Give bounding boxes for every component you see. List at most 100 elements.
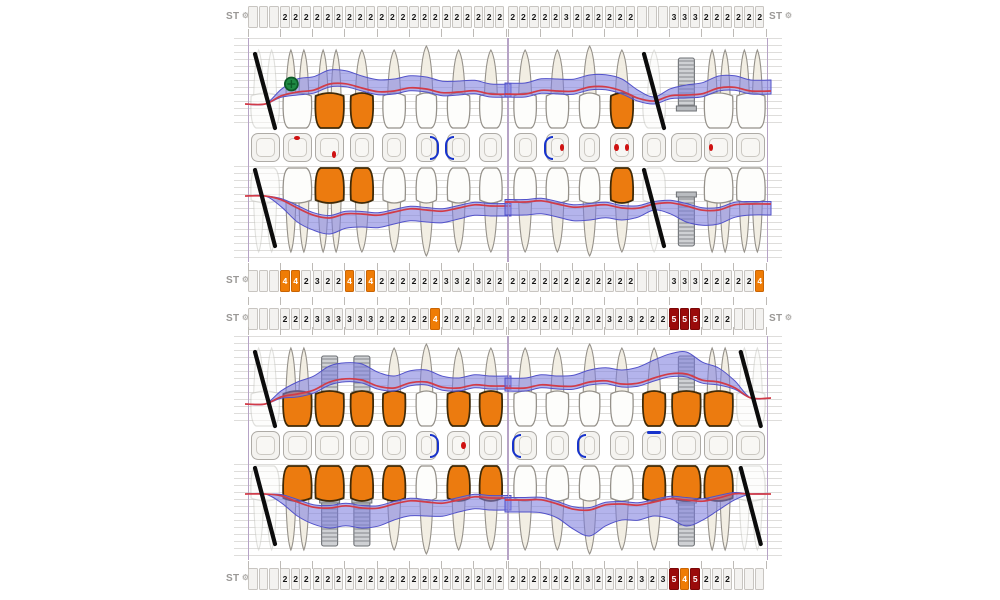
st-cell[interactable]: 2 bbox=[280, 6, 290, 28]
st-cell[interactable]: 3 bbox=[669, 270, 679, 292]
st-cell[interactable] bbox=[647, 6, 658, 28]
st-cell[interactable]: 2 bbox=[625, 270, 636, 292]
st-cell[interactable]: 4 bbox=[365, 270, 376, 292]
st-cell[interactable]: 3 bbox=[312, 270, 323, 292]
st-cell[interactable]: 2 bbox=[301, 6, 311, 28]
st-cell[interactable]: 2 bbox=[572, 308, 583, 330]
st-cell[interactable]: 2 bbox=[452, 6, 462, 28]
st-cell[interactable]: 3 bbox=[625, 308, 636, 330]
st-cell[interactable]: 2 bbox=[722, 6, 733, 28]
st-cell[interactable]: 2 bbox=[312, 6, 323, 28]
st-cell[interactable]: 2 bbox=[561, 568, 571, 590]
st-cell[interactable]: 3 bbox=[690, 6, 700, 28]
occlusal-surface[interactable] bbox=[670, 133, 702, 162]
st-cell[interactable]: 2 bbox=[712, 308, 722, 330]
st-cell[interactable]: 2 bbox=[550, 568, 561, 590]
st-cell[interactable]: 2 bbox=[280, 308, 290, 330]
st-cell[interactable]: 2 bbox=[484, 308, 494, 330]
st-cell[interactable] bbox=[269, 308, 279, 330]
st-cell[interactable]: 3 bbox=[679, 270, 690, 292]
st-cell[interactable]: 2 bbox=[647, 568, 658, 590]
st-cell[interactable]: 2 bbox=[518, 270, 529, 292]
st-cell[interactable]: 3 bbox=[604, 308, 615, 330]
st-cell[interactable]: 2 bbox=[572, 270, 583, 292]
st-cell[interactable]: 2 bbox=[529, 568, 539, 590]
st-cell[interactable]: 2 bbox=[733, 6, 744, 28]
st-cell[interactable]: 2 bbox=[583, 308, 593, 330]
st-cell[interactable]: 2 bbox=[333, 6, 344, 28]
st-cell[interactable]: 2 bbox=[604, 6, 615, 28]
st-cell[interactable]: 2 bbox=[387, 270, 398, 292]
st-cell[interactable]: 2 bbox=[377, 270, 387, 292]
st-cell[interactable]: 2 bbox=[398, 568, 408, 590]
st-cell[interactable]: 5 bbox=[669, 568, 679, 590]
st-cell[interactable]: 2 bbox=[722, 568, 733, 590]
st-cell[interactable]: 2 bbox=[550, 6, 561, 28]
st-cell[interactable]: 2 bbox=[701, 6, 712, 28]
occlusal-surface[interactable] bbox=[642, 430, 667, 460]
st-cell[interactable]: 2 bbox=[409, 270, 419, 292]
st-cell[interactable]: 4 bbox=[290, 270, 301, 292]
st-cell[interactable] bbox=[269, 568, 279, 590]
st-cell[interactable]: 2 bbox=[473, 308, 484, 330]
green-circle-marker[interactable] bbox=[283, 76, 299, 92]
st-cell[interactable]: 2 bbox=[365, 6, 376, 28]
occlusal-surface[interactable] bbox=[349, 133, 374, 162]
st-cell[interactable]: 2 bbox=[647, 308, 658, 330]
st-cell[interactable]: 2 bbox=[593, 270, 604, 292]
st-cell[interactable]: 2 bbox=[333, 568, 344, 590]
st-cell[interactable]: 2 bbox=[625, 6, 636, 28]
occlusal-surface[interactable] bbox=[282, 133, 312, 162]
st-cell[interactable] bbox=[754, 568, 765, 590]
st-cell[interactable]: 3 bbox=[690, 270, 700, 292]
st-cell[interactable] bbox=[637, 270, 647, 292]
st-cell[interactable] bbox=[269, 270, 279, 292]
occlusal-surface[interactable] bbox=[642, 133, 667, 162]
st-cell[interactable]: 2 bbox=[473, 6, 484, 28]
st-cell[interactable]: 2 bbox=[419, 568, 430, 590]
st-cell[interactable]: 2 bbox=[344, 568, 355, 590]
st-cell[interactable]: 2 bbox=[494, 270, 505, 292]
st-cell[interactable]: 2 bbox=[484, 6, 494, 28]
st-cell[interactable] bbox=[637, 6, 647, 28]
st-cell[interactable]: 2 bbox=[593, 568, 604, 590]
st-cell[interactable]: 3 bbox=[561, 6, 571, 28]
st-cell[interactable]: 2 bbox=[473, 568, 484, 590]
st-cell[interactable] bbox=[258, 270, 269, 292]
st-cell[interactable]: 2 bbox=[430, 568, 440, 590]
st-cell[interactable]: 2 bbox=[462, 270, 473, 292]
st-cell[interactable]: 2 bbox=[508, 308, 518, 330]
st-cell[interactable] bbox=[658, 270, 668, 292]
st-cell[interactable]: 2 bbox=[387, 6, 398, 28]
occlusal-surface[interactable] bbox=[609, 431, 634, 460]
st-cell[interactable]: 2 bbox=[701, 568, 712, 590]
tooth-premolar-crown[interactable] bbox=[349, 167, 375, 254]
st-cell[interactable] bbox=[744, 308, 754, 330]
st-cell[interactable]: 2 bbox=[722, 270, 733, 292]
st-cell[interactable]: 2 bbox=[550, 308, 561, 330]
occlusal-surface[interactable] bbox=[579, 133, 601, 162]
occlusal-surface[interactable] bbox=[447, 431, 471, 460]
st-cell[interactable]: 2 bbox=[462, 6, 473, 28]
st-cell[interactable]: 2 bbox=[290, 308, 301, 330]
st-cell[interactable]: 2 bbox=[615, 568, 625, 590]
st-cell[interactable]: 2 bbox=[518, 568, 529, 590]
st-cell[interactable]: 2 bbox=[387, 568, 398, 590]
occlusal-surface[interactable] bbox=[543, 133, 569, 162]
st-cell[interactable] bbox=[258, 568, 269, 590]
st-cell[interactable] bbox=[258, 308, 269, 330]
st-cell[interactable]: 3 bbox=[441, 270, 452, 292]
st-cell[interactable] bbox=[647, 270, 658, 292]
occlusal-surface[interactable] bbox=[415, 133, 439, 162]
st-cell[interactable] bbox=[733, 308, 744, 330]
st-cell[interactable]: 2 bbox=[409, 568, 419, 590]
st-cell[interactable]: 2 bbox=[387, 308, 398, 330]
st-cell[interactable]: 3 bbox=[355, 308, 365, 330]
tooth-incisor-normal[interactable] bbox=[478, 167, 503, 254]
st-cell[interactable]: 2 bbox=[484, 270, 494, 292]
st-cell[interactable]: 3 bbox=[679, 6, 690, 28]
st-cell[interactable]: 2 bbox=[701, 270, 712, 292]
occlusal-surface[interactable] bbox=[315, 431, 345, 460]
st-cell[interactable]: 2 bbox=[441, 308, 452, 330]
st-cell[interactable]: 2 bbox=[441, 6, 452, 28]
